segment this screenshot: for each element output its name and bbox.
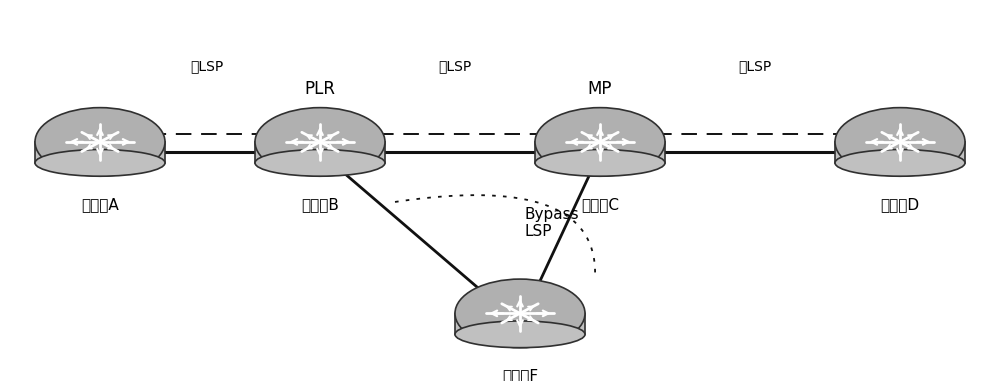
Text: 路由器F: 路由器F (502, 369, 538, 381)
Polygon shape (35, 142, 165, 169)
Ellipse shape (255, 107, 385, 176)
Ellipse shape (535, 149, 665, 176)
Polygon shape (835, 142, 965, 169)
Text: 路由器D: 路由器D (880, 197, 920, 212)
Text: 路由器B: 路由器B (301, 197, 339, 212)
Text: MP: MP (588, 80, 612, 98)
Polygon shape (535, 142, 665, 169)
Text: PLR: PLR (304, 80, 336, 98)
Text: 主LSP: 主LSP (438, 60, 472, 74)
Ellipse shape (835, 149, 965, 176)
Ellipse shape (455, 321, 585, 347)
Ellipse shape (35, 149, 165, 176)
Ellipse shape (255, 149, 385, 176)
Ellipse shape (455, 279, 585, 347)
Ellipse shape (535, 107, 665, 176)
Ellipse shape (835, 107, 965, 176)
Text: 路由器C: 路由器C (581, 197, 619, 212)
Text: Bypass
LSP: Bypass LSP (525, 207, 580, 239)
Text: 主LSP: 主LSP (190, 60, 224, 74)
Polygon shape (255, 142, 385, 169)
Ellipse shape (35, 107, 165, 176)
Polygon shape (455, 313, 585, 340)
Text: 主LSP: 主LSP (738, 60, 772, 74)
Text: 路由器A: 路由器A (81, 197, 119, 212)
